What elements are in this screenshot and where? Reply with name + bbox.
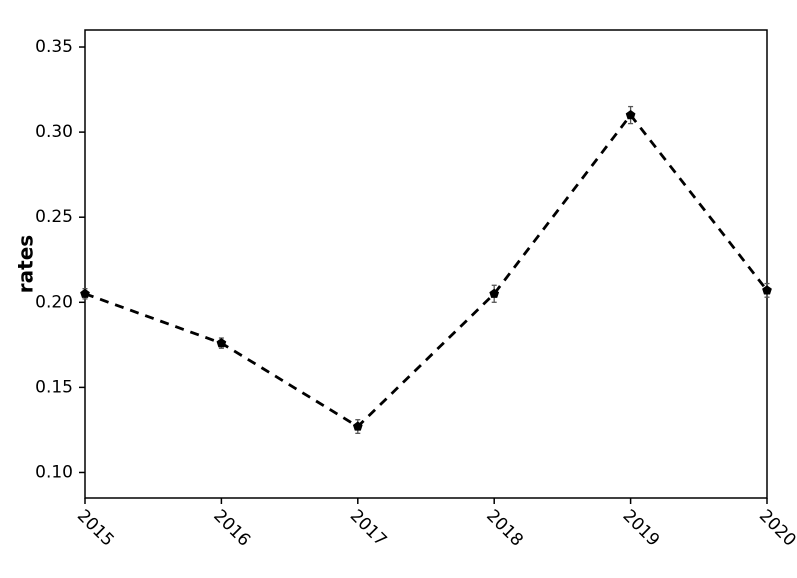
y-tick-label: 0.20 xyxy=(35,292,73,312)
chart-svg: 0.100.150.200.250.300.35rates20152016201… xyxy=(0,0,797,578)
chart-background xyxy=(0,0,797,578)
y-tick-label: 0.25 xyxy=(35,207,73,227)
rates-line-chart: 0.100.150.200.250.300.35rates20152016201… xyxy=(0,0,797,578)
y-tick-label: 0.10 xyxy=(35,462,73,482)
y-tick-label: 0.30 xyxy=(35,122,73,142)
y-tick-label: 0.35 xyxy=(35,37,73,57)
y-axis-label: rates xyxy=(14,235,38,293)
y-tick-label: 0.15 xyxy=(35,377,73,397)
